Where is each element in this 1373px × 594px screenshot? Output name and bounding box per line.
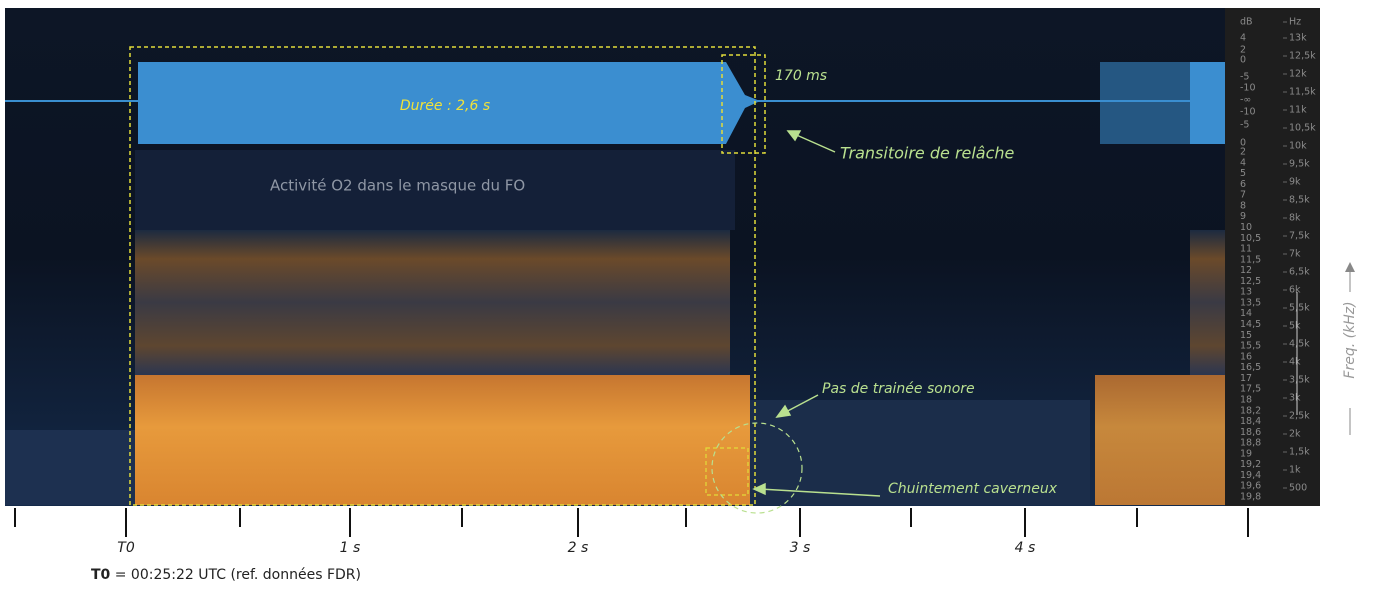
db-label: -5 [1240, 120, 1249, 131]
time-label: 2 s [568, 540, 589, 556]
hz-label: 12,5k [1289, 51, 1316, 62]
channel-label: 14,5 [1240, 319, 1261, 330]
channel-label: 12,5 [1240, 276, 1261, 287]
channel-label: 9 [1240, 211, 1246, 222]
hz-label: Hz [1289, 17, 1301, 28]
channel-label: 11,5 [1240, 254, 1261, 265]
time-axis: T0 1 s 2 s 3 s 4 s [15, 508, 1248, 556]
hz-label: 13k [1289, 33, 1307, 44]
freq-label: Freq. (kHz) [1342, 301, 1358, 378]
channel-label: 17 [1240, 373, 1252, 384]
hz-label: 10,5k [1289, 123, 1316, 134]
channel-label: 2 [1240, 147, 1246, 158]
footnote-text: = 00:25:22 UTC (ref. données FDR) [110, 567, 361, 583]
hz-label: 2k [1289, 429, 1301, 440]
o2-label: Activité O2 dans le masque du FO [270, 177, 525, 195]
hz-label: 3k [1289, 393, 1301, 404]
channel-label: 19 [1240, 448, 1252, 459]
db-label: -∞ [1240, 95, 1251, 106]
channel-label: 19,6 [1240, 481, 1261, 492]
db-label: dB [1240, 17, 1253, 28]
hz-label: 9,5k [1289, 159, 1310, 170]
channel-label: 15 [1240, 330, 1252, 341]
channel-label: 18 [1240, 394, 1252, 405]
hz-label: 6k [1289, 285, 1301, 296]
channel-label: 18,4 [1240, 416, 1261, 427]
spectro-zone [135, 375, 750, 505]
channel-label: 15,5 [1240, 341, 1261, 352]
spectro-zone [5, 430, 135, 505]
spectro-zone [135, 230, 730, 375]
waveform [1100, 62, 1190, 144]
time-label: T0 [117, 540, 135, 556]
hz-label: 1,5k [1289, 447, 1310, 458]
hz-label: 11k [1289, 105, 1307, 116]
hz-label: 10k [1289, 141, 1307, 152]
channel-label: 19,4 [1240, 470, 1261, 481]
time-label: 3 s [790, 540, 811, 556]
channel-label: 18,6 [1240, 427, 1261, 438]
channel-label: 12 [1240, 265, 1252, 276]
channel-label: 19,2 [1240, 459, 1261, 470]
release-time: 170 ms [775, 68, 827, 84]
hz-label: 5k [1289, 321, 1301, 332]
channel-label: 19,8 [1240, 492, 1261, 503]
hz-label: 3,5k [1289, 375, 1310, 386]
db-label: 0 [1240, 55, 1246, 66]
hz-label: 7,5k [1289, 231, 1310, 242]
channel-label: 18,2 [1240, 405, 1261, 416]
hz-label: 9k [1289, 177, 1301, 188]
channel-label: 8 [1240, 200, 1246, 211]
spectro-zone [1190, 230, 1225, 375]
waveform [1190, 62, 1225, 144]
spectro-zone [1095, 375, 1225, 505]
hz-label: 12k [1289, 69, 1307, 80]
channel-label: 13 [1240, 287, 1252, 298]
footnote: T0 = 00:25:22 UTC (ref. données FDR) [91, 567, 361, 583]
time-label: 4 s [1015, 540, 1036, 556]
channel-label: 16 [1240, 351, 1252, 362]
release-label: Transitoire de relâche [840, 144, 1015, 163]
time-label: 1 s [340, 540, 361, 556]
hiss-label: Chuintement caverneux [888, 481, 1058, 497]
channel-label: 10 [1240, 222, 1252, 233]
channel-label: 16,5 [1240, 362, 1261, 373]
hz-label: 8,5k [1289, 195, 1310, 206]
freq-arrow [1345, 262, 1355, 272]
channel-label: 17,5 [1240, 384, 1261, 395]
channel-label: 5 [1240, 168, 1246, 179]
channel-label: 13,5 [1240, 297, 1261, 308]
freq-axis: Freq. (kHz) [1342, 262, 1358, 435]
db-label: -5 [1240, 72, 1249, 83]
footnote-bold: T0 [91, 567, 111, 583]
hz-label: 5,5k [1289, 303, 1310, 314]
channel-label: 6 [1240, 179, 1246, 190]
hz-label: 4,5k [1289, 339, 1310, 350]
db-label: 4 [1240, 33, 1246, 44]
channel-label: 7 [1240, 190, 1246, 201]
hz-label: 2,5k [1289, 411, 1310, 422]
channel-label: 4 [1240, 157, 1246, 168]
hz-label: 11,5k [1289, 87, 1316, 98]
duration-label: Durée : 2,6 s [400, 98, 490, 114]
channel-label: 14 [1240, 308, 1252, 319]
hz-label: 7k [1289, 249, 1301, 260]
hz-label: 1k [1289, 465, 1301, 476]
db-label: -10 [1240, 107, 1256, 118]
channel-label: 18,8 [1240, 438, 1261, 449]
hz-label: 500 [1289, 483, 1307, 494]
channel-label: 10,5 [1240, 233, 1261, 244]
figure: Durée : 2,6 s 170 ms Transitoire de relâ… [0, 0, 1373, 590]
trail-label: Pas de trainée sonore [822, 381, 975, 397]
hz-label: 8k [1289, 213, 1301, 224]
hz-label: 6,5k [1289, 267, 1310, 278]
channel-label: 11 [1240, 244, 1252, 255]
db-label: -10 [1240, 83, 1256, 94]
hz-label: 4k [1289, 357, 1301, 368]
